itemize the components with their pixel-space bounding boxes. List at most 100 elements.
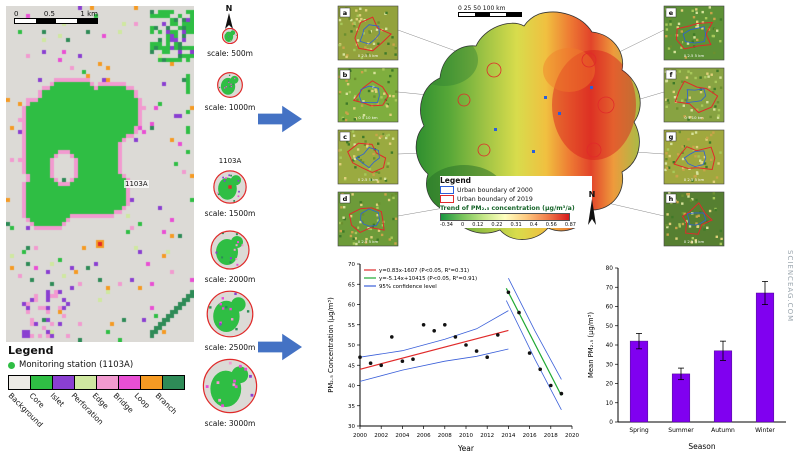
scalebar-bar <box>14 18 98 24</box>
scale-caption: scale: 500m <box>207 49 253 58</box>
svg-text:55: 55 <box>348 323 355 329</box>
region-legend: Legend Urban boundary of 2000 Urban boun… <box>440 176 592 228</box>
scale-caption: scale: 2000m <box>204 275 256 284</box>
buffer-map-icon <box>213 170 247 204</box>
bar-winter <box>755 292 775 423</box>
legend-station-item: Monitoring station (1103A) <box>19 360 134 370</box>
map-panel-e: e 0 2.5 5 km <box>663 5 725 61</box>
svg-text:30: 30 <box>606 362 614 368</box>
panel-letter: c <box>343 133 347 141</box>
map-panel-g: g 0 2.5 5 km <box>663 129 725 185</box>
scale-circle-item-5: scale: 2500m <box>198 290 262 352</box>
svg-text:2004: 2004 <box>395 433 409 439</box>
map-panel-b: b 0 5 10 km <box>337 67 399 123</box>
north-arrow: N <box>224 4 234 35</box>
region-scalebar: 0 25 50 100 km <box>458 5 522 17</box>
svg-text:70: 70 <box>606 285 614 291</box>
region-scalebar-bar <box>458 12 522 17</box>
svg-text:2008: 2008 <box>438 433 452 439</box>
scatter-xlabel: Year <box>457 444 475 453</box>
region-north-arrow-icon <box>588 199 596 225</box>
panel-scale-text: 0 2.5 5 km <box>358 177 379 182</box>
left-scalebar-labels: 0 0.5 1 km <box>14 10 98 18</box>
scale-circle-item-4: scale: 2000m <box>198 230 262 284</box>
scale-circle-item-1: scale: 500m <box>198 27 262 58</box>
class-swatch-islet <box>52 375 75 390</box>
scale-caption: scale: 2500m <box>204 343 256 352</box>
svg-text:0: 0 <box>609 420 613 426</box>
landcover-map <box>6 6 194 342</box>
boundary-2019-swatch <box>440 195 454 203</box>
scale-caption: scale: 1500m <box>204 209 256 218</box>
class-label: Loop <box>132 391 152 411</box>
arrow-right-top-icon <box>258 105 302 133</box>
region-north-arrow: N <box>586 190 598 231</box>
scatter-legend-entry: y=-5.14x+10415 (P<0.05, R²=0.91) <box>379 275 477 282</box>
svg-text:20: 20 <box>606 382 614 388</box>
legend-item-boundary-2019: Urban boundary of 2019 <box>440 195 592 203</box>
svg-text:80: 80 <box>606 266 614 272</box>
scale-circle-item-3: scale: 1500m <box>198 170 262 218</box>
svg-text:2014: 2014 <box>501 433 515 439</box>
class-swatch-perforation <box>74 375 97 390</box>
svg-text:35: 35 <box>348 404 355 410</box>
bar-autumn <box>713 350 733 423</box>
bar-spring <box>629 340 649 423</box>
watermark: SCIENCEAG.COM <box>786 250 794 323</box>
class-label: Core <box>27 391 47 410</box>
map-panel-d: d 0 2.5 5 km <box>337 191 399 247</box>
class-swatch-branch <box>162 375 185 390</box>
class-label: Branch <box>153 391 179 417</box>
svg-text:40: 40 <box>606 343 614 349</box>
class-label: Islet <box>48 391 67 409</box>
ramp-tick-label: 0 <box>460 222 465 228</box>
panel-scale-text: 0 2.5 5 km <box>684 239 705 244</box>
region-legend-title: Legend <box>440 176 472 185</box>
ramp-tick-label: 0.31 <box>510 222 522 228</box>
panel-letter: g <box>669 133 674 141</box>
map-panel-f: f 0 5 10 km <box>663 67 725 123</box>
scatter-legend-entry: 95% confidence level <box>379 284 437 290</box>
svg-text:50: 50 <box>348 343 355 349</box>
panel-scale-text: 0 2.5 5 km <box>358 53 379 58</box>
buffer-map-icon <box>217 72 243 98</box>
svg-text:10: 10 <box>606 401 614 407</box>
svg-text:2012: 2012 <box>480 433 494 439</box>
svg-text:2016: 2016 <box>523 433 537 439</box>
class-swatch-edge <box>96 375 119 390</box>
scalebar-label-0: 0 <box>14 10 19 18</box>
panel-scale-text: 0 5 10 km <box>684 115 703 120</box>
scale-caption: scale: 1000m <box>204 103 256 112</box>
svg-text:2018: 2018 <box>544 433 558 439</box>
bar-summer <box>671 373 691 423</box>
buffer-map-icon <box>221 27 239 45</box>
panel-scale-text: 0 5 10 km <box>358 115 377 120</box>
north-arrow-icon <box>225 13 233 29</box>
scale-circle-item-2: scale: 1000m <box>198 72 262 112</box>
class-label: Bridge <box>111 391 136 415</box>
north-label: N <box>225 4 233 13</box>
panel-letter: d <box>343 195 348 203</box>
seasonal-bar-chart: 0 10 20 30 40 50 60 70 80 Season Mean PM₂.₅ (µg/m³… <box>587 266 786 451</box>
panel-letter: h <box>669 195 674 203</box>
class-labels: Background Core Islet Perforation Edge Bridge… <box>7 391 223 441</box>
region-north-label: N <box>588 190 596 199</box>
station-label: 1103A <box>124 180 149 188</box>
landcover-legend: Legend Monitoring station (1103A) Backgr… <box>7 344 223 456</box>
scale-caption: scale: 3000m <box>204 419 256 428</box>
scatter-points <box>358 290 564 396</box>
scalebar-label-05: 0.5 <box>43 10 56 18</box>
bar-xlabel: Season <box>688 442 715 451</box>
svg-text:2010: 2010 <box>459 433 473 439</box>
ramp-tick-label: 0.22 <box>491 222 503 228</box>
bar-category-label: Summer <box>668 427 694 434</box>
region-scalebar-label: 0 25 50 100 km <box>458 5 506 12</box>
panel-scale-text: 0 2.5 5 km <box>358 239 379 244</box>
bar-ylabel: Mean PM₂.₅ (µg/m³) <box>587 312 595 378</box>
svg-text:2020: 2020 <box>565 433 579 439</box>
left-scalebar: 0 0.5 1 km <box>14 10 98 24</box>
scalebar-label-1km: 1 km <box>80 10 98 18</box>
class-swatch-background <box>8 375 31 390</box>
buffer-map-icon <box>206 290 254 338</box>
trend-color-ramp <box>440 213 570 221</box>
